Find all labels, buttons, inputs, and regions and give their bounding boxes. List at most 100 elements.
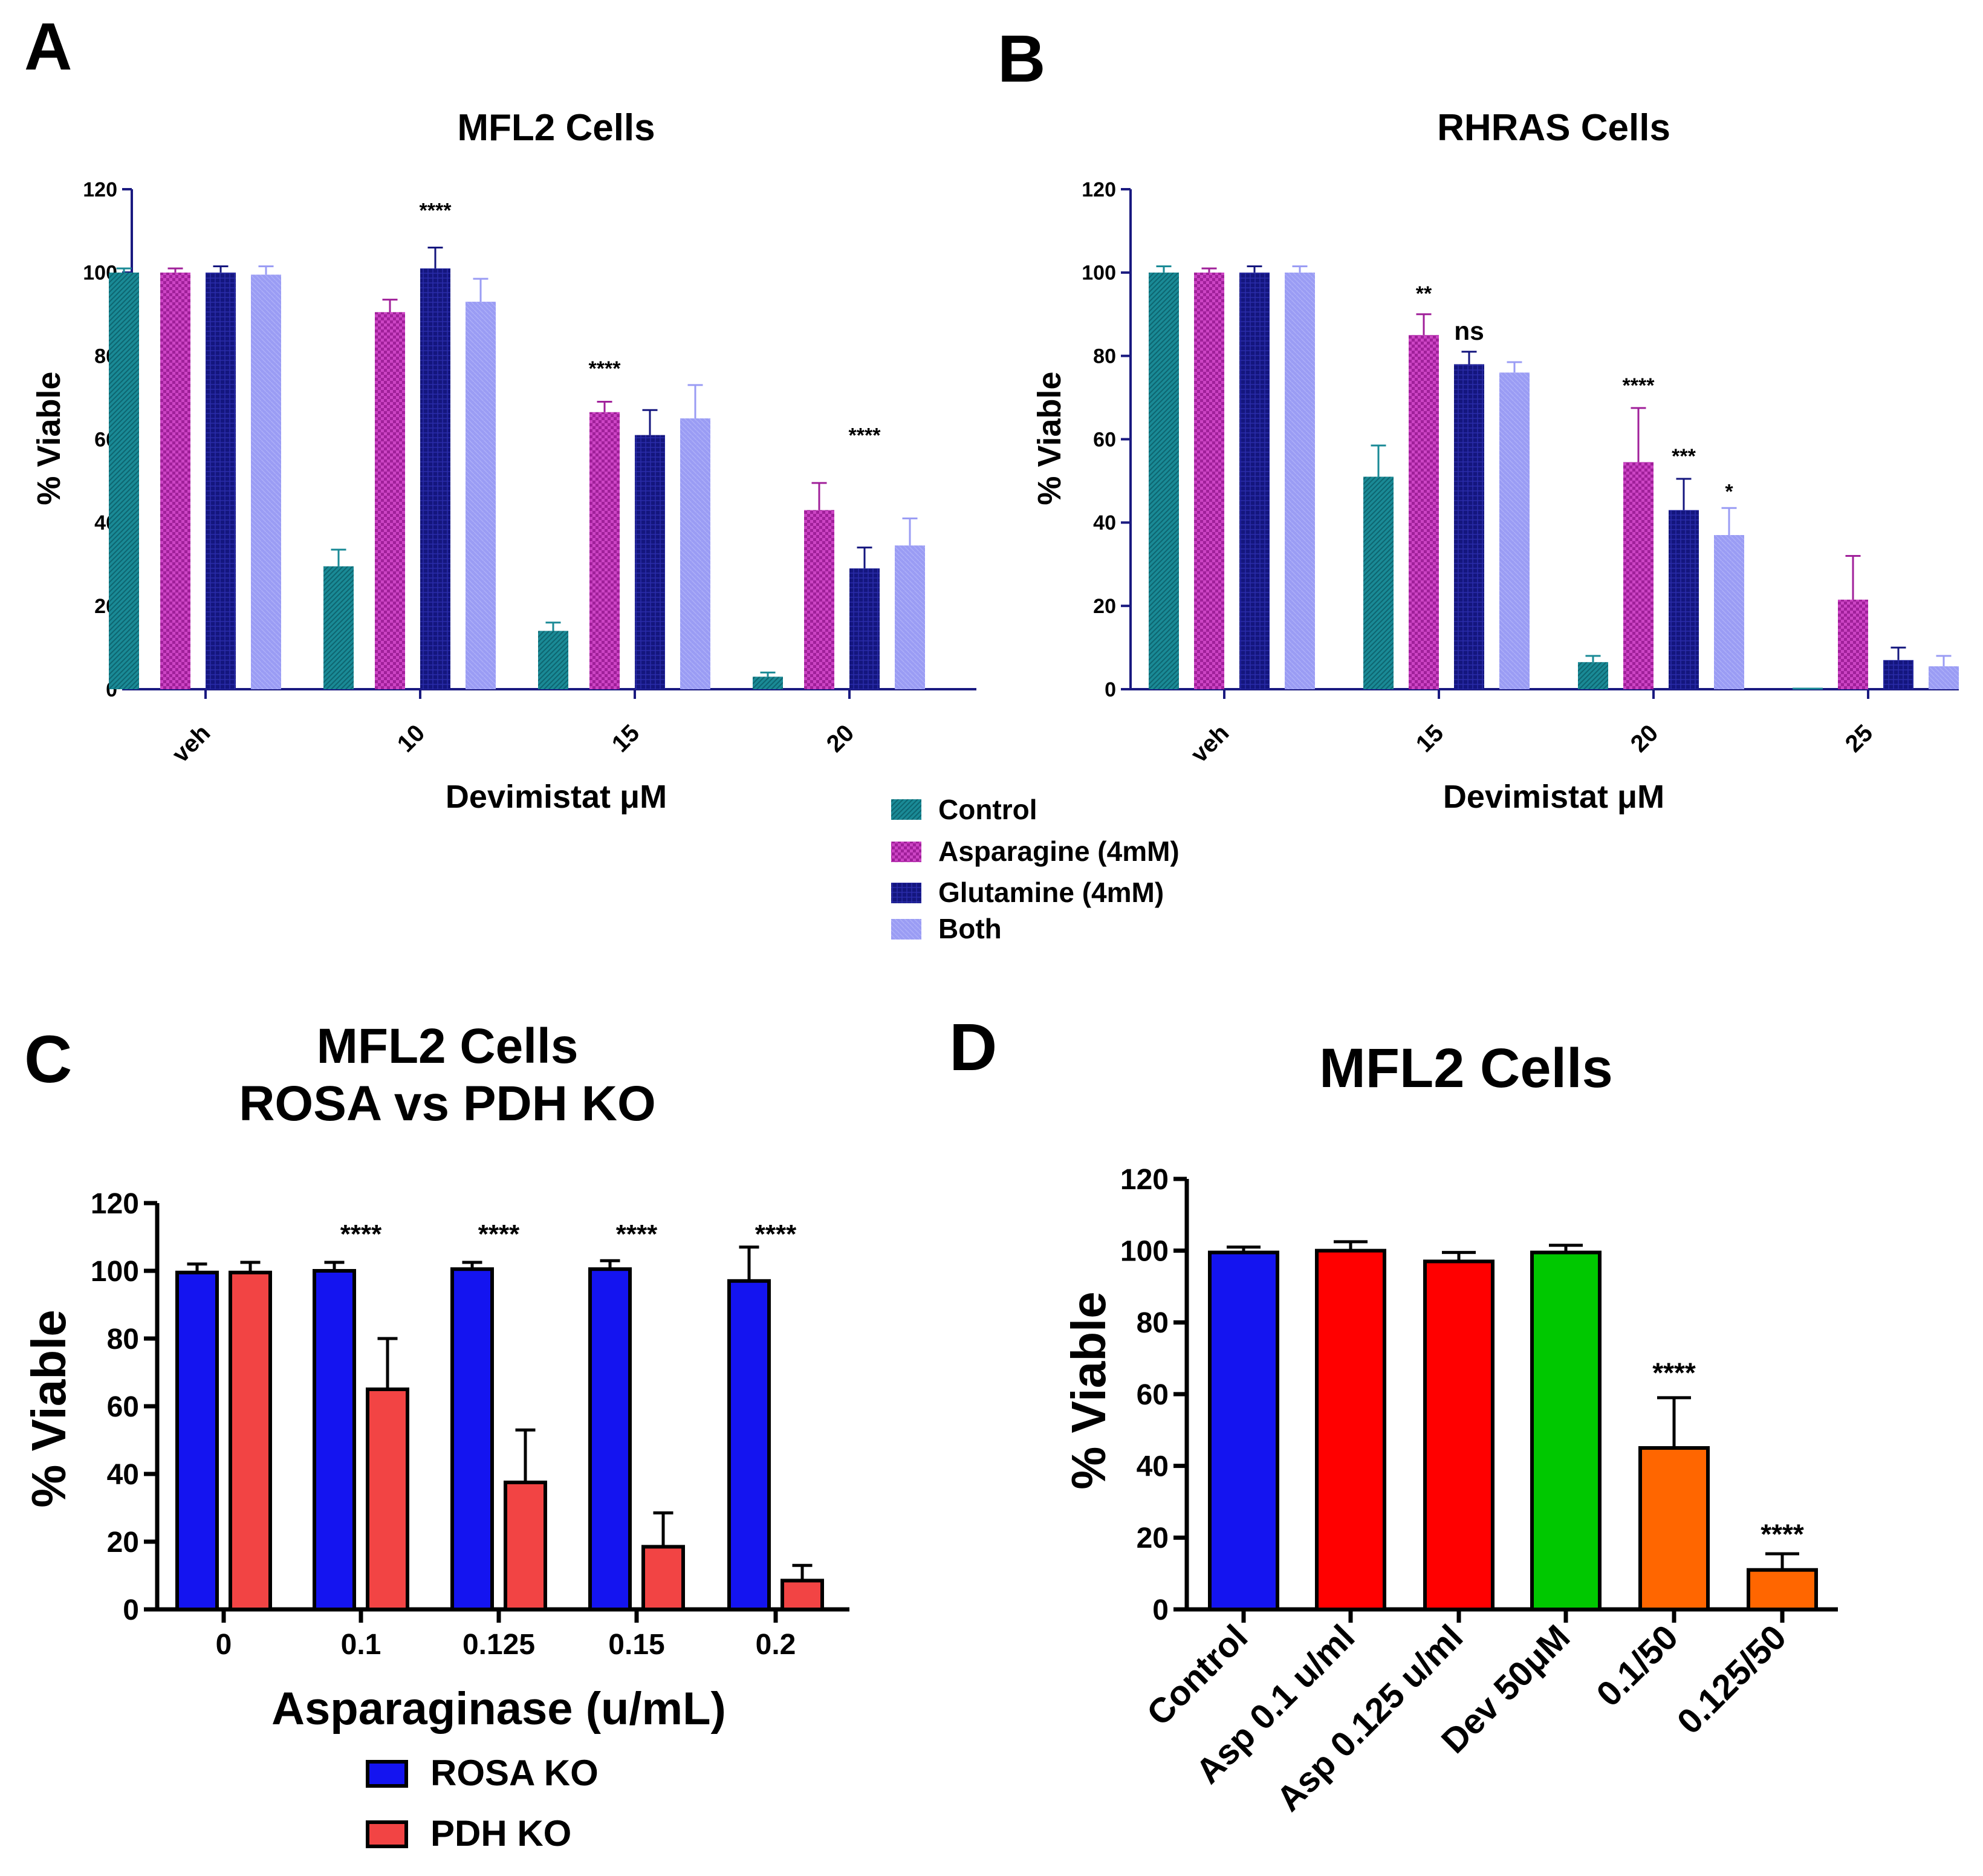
x-tick-label: 15 [607, 719, 645, 758]
x-tick-label: 20 [822, 719, 860, 758]
bar-control [1149, 272, 1179, 689]
significance-label: **** [1623, 374, 1655, 397]
chart-subtitle: ROSA vs PDH KO [239, 1076, 656, 1131]
y-tick-label: 80 [107, 1323, 139, 1355]
significance-label: *** [1672, 445, 1696, 468]
chart-title: MFL2 Cells [457, 107, 655, 149]
bar-both [251, 274, 281, 689]
x-tick-label: veh [167, 719, 216, 768]
legend-label-pdh-ko: PDH KO [430, 1813, 571, 1854]
significance-label: **** [1761, 1519, 1804, 1550]
y-tick-label: 120 [1120, 1164, 1169, 1196]
y-tick-label: 80 [1137, 1307, 1169, 1339]
y-tick-label: 100 [1082, 262, 1116, 285]
bar-control [538, 631, 568, 689]
y-tick-label: 80 [1093, 345, 1116, 368]
bar-control [1578, 662, 1608, 689]
bar [1208, 1250, 1279, 1611]
bar-asparagine-4mm [589, 412, 620, 689]
legend-swatch-glutamine [891, 883, 921, 903]
y-tick-label: 120 [1082, 178, 1116, 201]
bar-rosa-ko [313, 1269, 356, 1611]
x-tick-label: veh [1186, 719, 1235, 768]
legend-label-glutamine: Glutamine (4mM) [938, 877, 1164, 908]
x-axis-label: Asparaginase (u/mL) [271, 1683, 726, 1735]
bar-glutamine-4mm [420, 268, 450, 690]
bar-asparagine-4mm [375, 312, 405, 689]
legend-swatch-both [891, 919, 921, 940]
bar-pdh-ko [641, 1545, 685, 1611]
y-axis-label: % Viable [22, 1310, 76, 1508]
legend-label-rosa-ko: ROSA KO [430, 1753, 599, 1793]
y-tick-label: 0 [123, 1594, 139, 1626]
bar-both [1714, 535, 1744, 689]
x-tick-label: 25 [1840, 719, 1878, 758]
bar-both [680, 418, 710, 689]
bar [1530, 1250, 1602, 1611]
significance-label: **** [340, 1219, 382, 1249]
significance-label: **** [616, 1219, 658, 1249]
bar-asparagine-4mm [1409, 335, 1439, 689]
bar [1747, 1568, 1818, 1612]
panel-letter-d: D [949, 1010, 997, 1085]
panel-letter-c: C [24, 1022, 72, 1097]
bar-glutamine-4mm [1239, 272, 1270, 689]
significance-label: * [1725, 481, 1733, 504]
bar-pdh-ko [366, 1388, 409, 1611]
x-tick-label: 0.2 [756, 1629, 796, 1661]
legend-label-both: Both [938, 913, 1002, 944]
y-tick-label: 20 [1137, 1522, 1169, 1554]
bar-glutamine-4mm [1454, 364, 1484, 689]
bar-rosa-ko [727, 1279, 771, 1612]
bar-glutamine-4mm [849, 568, 880, 689]
panel-letter-a: A [24, 10, 72, 84]
x-axis-label: Devimistat μM [1443, 779, 1664, 815]
y-tick-label: 0 [1105, 678, 1116, 701]
significance-label: ** [1416, 282, 1432, 305]
y-axis-label: % Viable [31, 371, 67, 505]
y-tick-label: 60 [107, 1391, 139, 1423]
x-axis-label: Devimistat μM [446, 779, 667, 815]
bar-control [109, 272, 139, 689]
y-tick-label: 40 [1137, 1450, 1169, 1482]
bar-glutamine-4mm [206, 272, 236, 689]
bar-both [1929, 666, 1959, 689]
x-tick-label: 20 [1626, 719, 1664, 758]
bar-glutamine-4mm [635, 435, 665, 689]
y-tick-label: 120 [91, 1188, 139, 1220]
y-tick-label: 100 [91, 1256, 139, 1288]
bar [1638, 1446, 1710, 1611]
legend-label-control: Control [938, 794, 1037, 825]
y-tick-label: 40 [107, 1459, 139, 1491]
significance-label: **** [589, 357, 622, 380]
bar-asparagine-4mm [160, 272, 190, 689]
x-tick-label: 0.15 [608, 1629, 664, 1661]
bar-both [1285, 272, 1315, 689]
bar-control [753, 677, 783, 689]
legend-swatch-asparagine [891, 842, 921, 862]
bar-glutamine-4mm [1883, 660, 1913, 689]
bar-asparagine-4mm [1194, 272, 1224, 689]
legend-swatch-rosa-ko [366, 1760, 408, 1788]
legend-swatch-control [891, 799, 921, 820]
bar-pdh-ko [781, 1579, 824, 1611]
x-tick-label: Asp 0.125 u/ml [1269, 1617, 1470, 1819]
bar-rosa-ko [450, 1267, 494, 1611]
bar-pdh-ko [229, 1270, 272, 1612]
bar-rosa-ko [175, 1270, 219, 1612]
legend-c: ROSA KO PDH KO [366, 1753, 599, 1854]
panel-letter-b: B [998, 22, 1045, 96]
bar-both [1499, 372, 1530, 689]
bar-asparagine-4mm [1838, 599, 1868, 689]
significance-label: **** [755, 1219, 797, 1249]
x-tick-label: 10 [392, 719, 430, 758]
bar-rosa-ko [588, 1267, 632, 1611]
bar-control [1363, 476, 1394, 689]
bar-pdh-ko [504, 1481, 547, 1611]
bar-glutamine-4mm [1669, 510, 1699, 689]
y-axis-label: % Viable [1031, 371, 1068, 505]
significance-label: ns [1454, 317, 1484, 346]
